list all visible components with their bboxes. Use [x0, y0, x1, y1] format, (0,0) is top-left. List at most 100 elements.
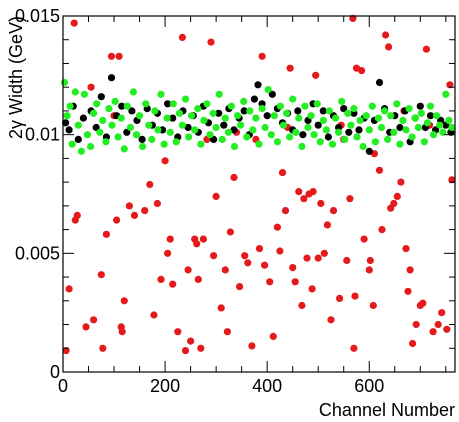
- data-point-s2-36: [169, 100, 177, 108]
- data-point-s2-40: [181, 95, 190, 103]
- data-point-s0-19: [130, 211, 139, 219]
- data-point-s2-76: [292, 128, 300, 136]
- data-point-s0-40: [207, 38, 215, 46]
- data-point-s0-54: [255, 245, 264, 253]
- data-point-s2-41: [185, 133, 193, 141]
- data-point-s1-52: [324, 133, 332, 141]
- data-point-s1-0: [62, 119, 70, 127]
- data-point-s2-80: [304, 123, 312, 132]
- data-point-s0-8: [97, 271, 105, 279]
- data-point-s2-18: [114, 133, 122, 141]
- data-point-s2-33: [160, 140, 168, 148]
- data-point-s2-34: [163, 114, 171, 122]
- data-point-s2-114: [408, 133, 416, 141]
- data-point-s2-23: [129, 88, 137, 96]
- data-point-s0-66: [291, 278, 299, 286]
- data-point-s2-118: [420, 138, 428, 146]
- data-point-s0-21: [146, 180, 154, 189]
- data-point-s0-1: [65, 285, 73, 293]
- data-point-s1-51: [319, 107, 327, 115]
- data-point-s2-88: [328, 140, 337, 148]
- data-point-s0-17: [120, 297, 128, 305]
- data-point-s0-31: [181, 347, 190, 355]
- data-point-s1-66: [396, 123, 404, 132]
- data-point-s2-13: [99, 116, 107, 124]
- data-point-s2-104: [377, 123, 386, 132]
- data-point-s0-10: [102, 230, 110, 238]
- data-point-s0-61: [278, 169, 287, 177]
- data-point-s2-90: [335, 128, 343, 136]
- data-point-s2-21: [123, 102, 131, 110]
- data-point-s0-103: [397, 178, 405, 186]
- x-tick-label: 0: [58, 376, 68, 396]
- data-point-s2-61: [246, 107, 254, 115]
- data-point-s0-35: [193, 240, 201, 248]
- data-point-s0-96: [375, 166, 384, 174]
- data-point-s0-47: [230, 173, 238, 181]
- data-point-s0-56: [261, 261, 269, 269]
- data-point-s2-126: [445, 116, 453, 124]
- data-point-s2-73: [283, 109, 291, 117]
- data-point-s1-58: [355, 126, 363, 134]
- data-point-s2-63: [252, 114, 260, 122]
- data-point-s0-81: [336, 294, 344, 302]
- data-point-s2-95: [350, 105, 358, 113]
- data-point-s2-124: [439, 128, 447, 136]
- data-point-s1-35: [240, 107, 248, 115]
- data-point-s0-115: [434, 320, 442, 329]
- data-point-s2-67: [264, 86, 272, 94]
- y-tick-label: 0.015: [15, 6, 60, 26]
- data-point-s2-16: [108, 121, 116, 129]
- data-point-s2-4: [71, 88, 79, 96]
- data-point-s0-51: [244, 259, 252, 267]
- data-point-s1-38: [254, 81, 262, 89]
- data-point-s0-102: [393, 192, 401, 200]
- data-point-s2-17: [111, 97, 119, 105]
- data-point-s0-64: [286, 64, 294, 72]
- data-point-s0-116: [438, 309, 446, 317]
- data-point-s2-46: [200, 116, 208, 124]
- data-point-s0-37: [197, 344, 205, 352]
- data-point-s2-102: [371, 138, 379, 146]
- data-point-s0-62: [281, 207, 290, 215]
- data-point-s1-46: [294, 107, 302, 115]
- data-point-s2-32: [157, 90, 165, 98]
- data-point-s2-100: [365, 126, 373, 134]
- data-point-s2-83: [313, 100, 321, 108]
- data-point-s2-28: [145, 121, 153, 129]
- data-point-s2-123: [436, 121, 444, 129]
- data-point-s2-35: [166, 128, 174, 136]
- data-point-s2-62: [249, 126, 257, 134]
- data-point-s2-30: [151, 107, 159, 115]
- data-point-s0-57: [266, 278, 274, 286]
- data-point-s0-24: [157, 275, 165, 283]
- data-point-s0-30: [178, 33, 186, 42]
- data-point-s0-46: [226, 228, 234, 236]
- data-point-s0-6: [87, 83, 95, 91]
- data-point-s2-29: [148, 135, 156, 143]
- data-point-s2-39: [178, 121, 186, 129]
- data-point-s2-48: [206, 131, 214, 139]
- data-point-s2-125: [442, 90, 450, 98]
- data-point-s0-26: [164, 249, 172, 257]
- data-point-s2-45: [197, 140, 205, 148]
- data-point-s2-103: [374, 114, 382, 122]
- data-point-s2-44: [194, 105, 202, 113]
- data-point-s2-19: [117, 114, 125, 122]
- data-point-s2-106: [384, 135, 392, 143]
- data-point-s0-14: [115, 52, 123, 60]
- data-point-s0-87: [350, 344, 358, 352]
- data-point-s0-114: [429, 328, 437, 336]
- data-point-s2-120: [426, 102, 435, 110]
- data-point-s2-43: [191, 126, 199, 134]
- data-point-s0-97: [378, 226, 386, 234]
- data-point-s2-101: [368, 102, 376, 110]
- y-tick-label: 0: [50, 362, 60, 382]
- data-point-s1-72: [426, 112, 435, 120]
- data-point-s1-20: [164, 100, 172, 108]
- chart-marks: [60, 14, 456, 355]
- data-point-s1-1: [65, 126, 73, 134]
- data-point-s2-51: [215, 90, 223, 98]
- data-point-s0-105: [402, 245, 410, 253]
- data-point-s1-55: [340, 105, 348, 113]
